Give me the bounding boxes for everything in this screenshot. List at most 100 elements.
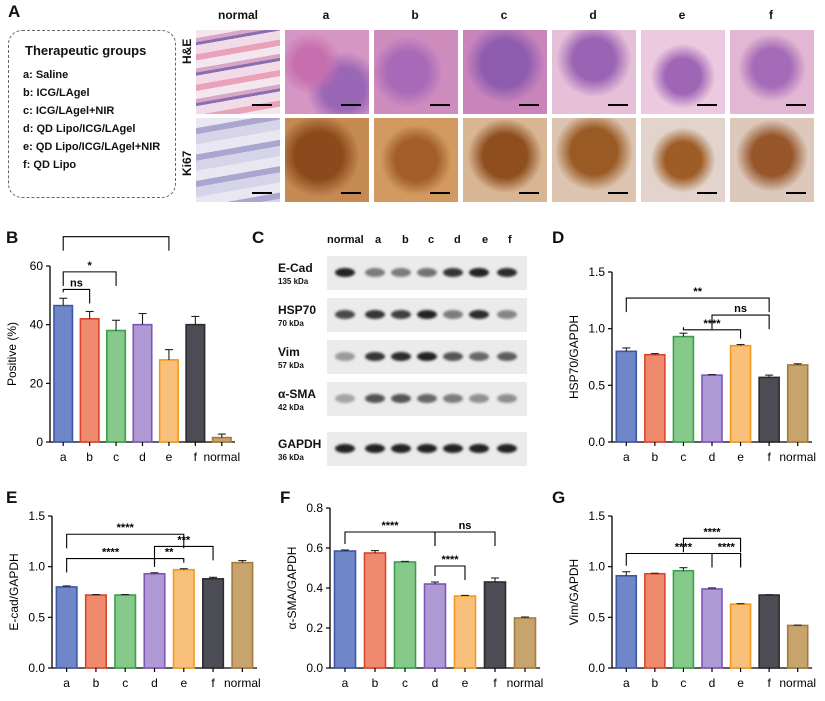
significance-bracket xyxy=(625,552,742,568)
histology-col-a: a xyxy=(322,8,330,22)
he-tile-d xyxy=(552,30,636,114)
bar xyxy=(729,344,752,443)
bar xyxy=(701,588,723,669)
bar xyxy=(786,624,809,669)
x-tick-label: f xyxy=(194,450,198,464)
x-tick-label: e xyxy=(737,450,744,464)
bar xyxy=(363,552,387,669)
significance-label: **** xyxy=(675,541,693,553)
legend-item: a: Saline xyxy=(23,69,69,81)
x-tick-label: d xyxy=(709,676,716,690)
scale-bar xyxy=(519,104,539,106)
bar xyxy=(423,583,447,669)
blot-band xyxy=(469,444,489,453)
protein-kda: 70 kDa xyxy=(278,319,304,328)
blot-band xyxy=(469,352,489,361)
significance-bracket xyxy=(711,552,742,568)
x-tick-label: e xyxy=(180,676,187,690)
chart-d-hsp70-gapdh: 0.0 0.5 1.0 1.5 HSP70/GAPDH a b c d e f normal ** ns *… xyxy=(567,265,816,464)
panel-letter-e: E xyxy=(6,488,18,507)
bar xyxy=(143,572,166,669)
histology-col-c: c xyxy=(500,8,508,22)
bar xyxy=(172,568,195,669)
wb-lane-a: a xyxy=(375,234,382,246)
significance-bracket xyxy=(62,236,170,251)
significance-bracket xyxy=(434,565,466,580)
legend-item: d: QD Lipo/ICG/LAgel xyxy=(23,123,136,135)
bar xyxy=(202,578,225,669)
y-tick-label: 1.0 xyxy=(588,560,605,574)
chart-f-asma-gapdh: 0.0 0.2 0.4 0.6 0.8 α-SMA/GAPDH a b c d e f normal **… xyxy=(285,501,544,690)
blot-band xyxy=(391,352,411,361)
he-tile-a xyxy=(285,30,369,114)
blot-band xyxy=(335,352,355,361)
bar xyxy=(758,376,780,443)
protein-name: α-SMA xyxy=(278,387,317,401)
blot-band xyxy=(497,444,517,453)
y-tick-label: 0.5 xyxy=(588,378,605,392)
ki67-tile-f xyxy=(730,118,814,202)
x-tick-label: c xyxy=(113,450,119,464)
x-tick-label: c xyxy=(680,676,686,690)
bar xyxy=(615,350,638,443)
x-tick-label: normal xyxy=(507,676,544,690)
x-tick-label: normal xyxy=(224,676,261,690)
x-tick-label: a xyxy=(623,676,630,690)
wb-label-hsp70: HSP70 70 kDa xyxy=(278,304,316,330)
y-tick-label: 20 xyxy=(30,376,44,390)
blot-band xyxy=(391,394,411,403)
x-tick-label: f xyxy=(767,450,771,464)
y-tick-label: 0.5 xyxy=(28,610,45,624)
y-tick-label: 0.0 xyxy=(588,435,605,449)
ki67-tile-a xyxy=(285,118,369,202)
significance-bracket xyxy=(682,537,742,553)
x-tick-label: d xyxy=(709,450,716,464)
protein-kda: 42 kDa xyxy=(278,403,304,412)
legend-item: c: ICG/LAgel+NIR xyxy=(23,105,115,117)
bar xyxy=(701,374,723,443)
scale-bar xyxy=(786,104,806,106)
blot-band xyxy=(469,394,489,403)
blot-band xyxy=(335,394,355,403)
panel-letter-g: G xyxy=(552,488,566,507)
x-tick-label: c xyxy=(680,450,686,464)
significance-label: ns xyxy=(459,520,472,532)
blot-strip-vim xyxy=(327,340,527,374)
bar xyxy=(758,594,780,669)
significance-bracket xyxy=(66,558,156,573)
wb-lane-f: f xyxy=(508,234,512,246)
blot-band xyxy=(497,310,517,319)
y-tick-label: 0 xyxy=(36,435,43,449)
bar xyxy=(84,594,107,669)
y-tick-label: 1.5 xyxy=(28,509,45,523)
x-tick-label: d xyxy=(151,676,158,690)
x-tick-label: b xyxy=(652,676,659,690)
x-tick-label: b xyxy=(93,676,100,690)
bar xyxy=(644,353,666,443)
protein-name: Vim xyxy=(278,345,300,359)
histology-row-he: H&E xyxy=(180,38,194,64)
blot-band xyxy=(469,268,489,277)
blot-band xyxy=(417,268,437,277)
bar xyxy=(615,574,638,669)
scale-bar xyxy=(430,192,450,194)
y-tick-label: 1.0 xyxy=(28,560,45,574)
y-tick-label: 0.0 xyxy=(306,661,323,675)
bar xyxy=(483,581,507,669)
histology-col-b: b xyxy=(411,8,419,22)
therapeutic-groups-legend: Therapeutic groups a: Saline b: ICG/LAge… xyxy=(8,30,176,198)
wb-label-ecad: E-Cad 135 kDa xyxy=(278,262,313,288)
bar xyxy=(672,335,695,443)
panel-letter-d: D xyxy=(552,228,565,247)
y-axis-label: α-SMA/GAPDH xyxy=(285,547,299,630)
x-tick-label: d xyxy=(432,676,439,690)
x-tick-label: normal xyxy=(779,450,816,464)
protein-name: E-Cad xyxy=(278,261,313,275)
scale-bar xyxy=(697,104,717,106)
significance-label: **** xyxy=(718,541,736,553)
bar xyxy=(114,594,137,669)
significance-bracket xyxy=(153,558,185,567)
y-axis-label: HSP70/GAPDH xyxy=(567,315,581,399)
significance-label: **** xyxy=(381,520,399,532)
significance-bracket xyxy=(62,271,117,286)
